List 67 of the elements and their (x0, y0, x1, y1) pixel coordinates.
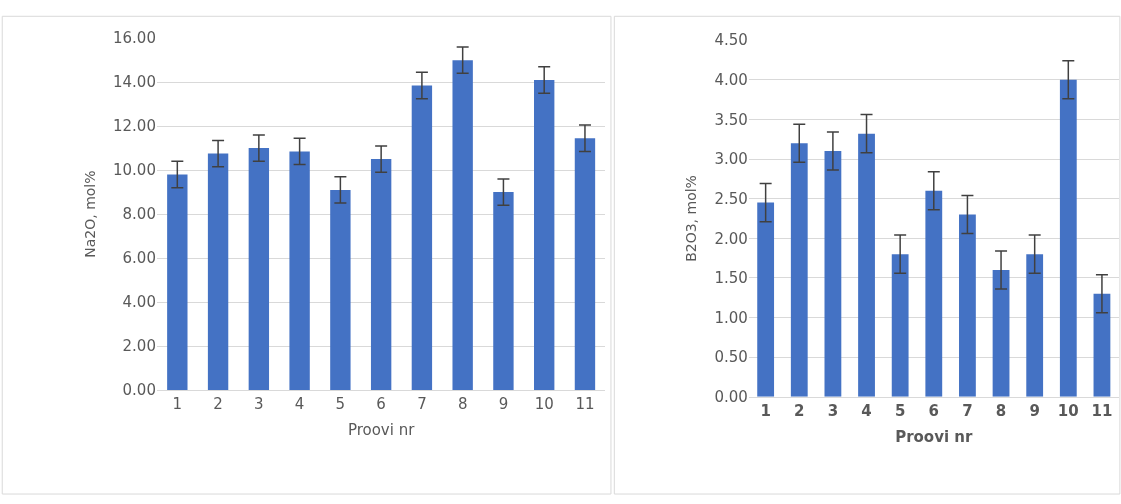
bar (891, 254, 909, 397)
x-tick-label: 11 (575, 395, 595, 414)
x-tick-label: 6 (376, 395, 386, 414)
bar (959, 214, 976, 397)
x-tick-label: 4 (861, 401, 872, 420)
bar (1026, 254, 1044, 397)
x-tick-label: 7 (962, 401, 973, 420)
bar (824, 151, 842, 397)
y-tick-label: 4.00 (122, 293, 156, 312)
y-tick-label: 10.00 (112, 161, 156, 180)
y-tick-label: 1.00 (714, 308, 748, 327)
y-tick-label: 3.50 (714, 110, 748, 129)
x-tick-label: 1 (760, 401, 771, 420)
y-tick-label: 4.50 (714, 31, 748, 50)
bar (757, 202, 775, 397)
x-axis-title: Proovi nr (895, 427, 973, 446)
bar (992, 269, 1010, 397)
y-tick-label: 6.00 (122, 249, 156, 268)
y-tick-label: 8.00 (122, 205, 156, 224)
x-tick-label: 8 (457, 395, 468, 414)
bar (858, 133, 875, 397)
bar (452, 60, 473, 391)
x-tick-label: 5 (894, 401, 906, 420)
bar (1059, 79, 1077, 397)
y-axis-title: Na2O, mol% (81, 170, 98, 258)
x-tick-label: 4 (294, 395, 305, 414)
y-axis-title: B2O3, mol% (683, 175, 700, 262)
x-tick-label: 7 (417, 395, 427, 414)
y-tick-label: 0.50 (714, 348, 748, 367)
bar (370, 159, 392, 391)
x-tick-label: 3 (254, 395, 264, 414)
bar (493, 192, 514, 391)
y-tick-label: 2.00 (122, 337, 156, 356)
y-tick-label: 1.50 (714, 269, 748, 288)
bar (534, 79, 555, 391)
y-tick-label: 2.50 (714, 189, 748, 208)
x-tick-label: 6 (928, 401, 940, 420)
x-tick-label: 2 (213, 395, 223, 414)
x-tick-label: 3 (827, 401, 839, 420)
x-tick-label: 2 (794, 401, 805, 420)
x-tick-label: 5 (335, 395, 346, 414)
y-tick-label: 14.00 (112, 73, 156, 92)
y-tick-label: 3.00 (714, 150, 748, 169)
y-tick-label: 2.00 (714, 229, 748, 248)
bar (925, 190, 943, 397)
x-tick-label: 1 (172, 395, 183, 414)
bar (790, 143, 808, 397)
x-tick-label: 11 (1091, 401, 1113, 420)
x-axis-title: Proovi nr (347, 421, 416, 440)
y-tick-label: 0.00 (122, 381, 156, 400)
x-tick-label: 10 (1057, 401, 1079, 420)
y-tick-label: 4.00 (714, 70, 748, 89)
bar (411, 85, 433, 391)
y-tick-label: 16.00 (112, 29, 156, 48)
bar (1093, 293, 1111, 397)
bar (330, 189, 351, 391)
x-tick-label: 9 (498, 395, 509, 414)
bar (248, 148, 270, 391)
x-tick-label: 10 (534, 395, 554, 414)
bar (167, 174, 188, 391)
bar (207, 153, 229, 391)
y-tick-label: 0.00 (714, 388, 748, 407)
bar (574, 138, 596, 391)
y-tick-label: 12.00 (112, 117, 156, 136)
bar (289, 151, 310, 391)
x-tick-label: 8 (995, 401, 1007, 420)
x-tick-label: 9 (1029, 401, 1040, 420)
